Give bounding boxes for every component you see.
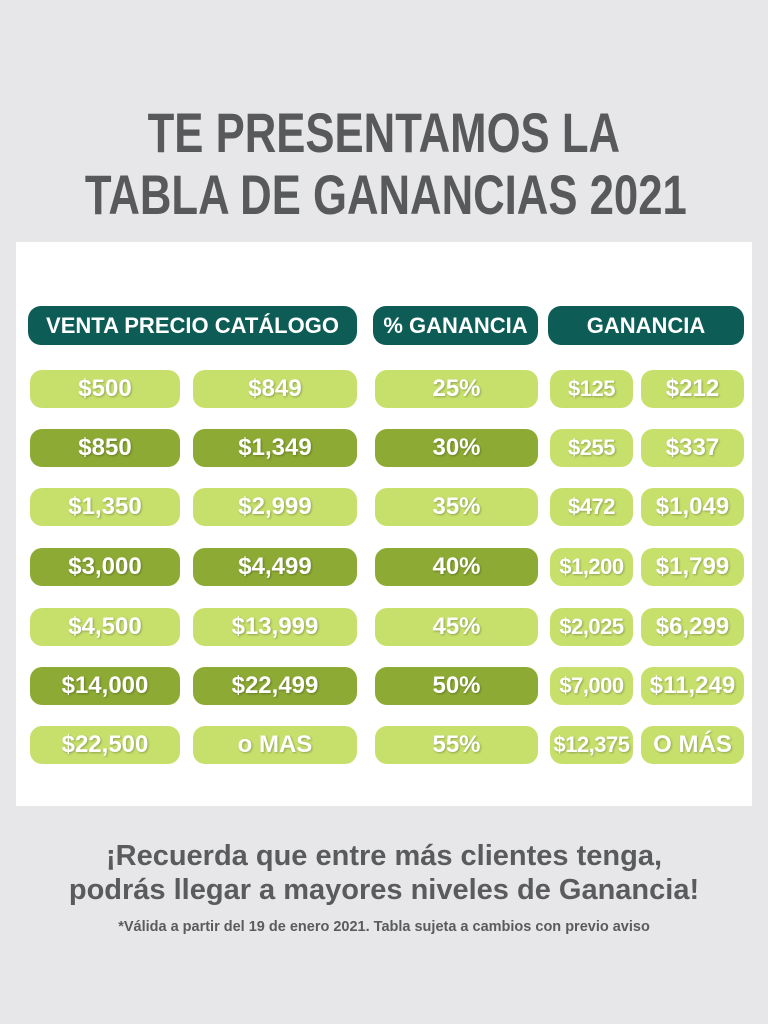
venta-hasta-cell: $4,499 <box>193 548 357 586</box>
header-porcentaje-ganancia: % GANANCIA <box>373 306 538 345</box>
porcentaje-cell: 35% <box>375 488 538 526</box>
table-row: $850 $1,349 30% $255 $337 <box>16 429 752 467</box>
venta-hasta-cell: o MAS <box>193 726 357 764</box>
venta-desde-cell: $22,500 <box>30 726 180 764</box>
ganancia-hasta-cell: $212 <box>641 370 744 408</box>
table-row: $22,500 o MAS 55% $12,375 O MÁS <box>16 726 752 764</box>
ganancia-desde-cell: $7,000 <box>550 667 633 705</box>
venta-hasta-cell: $849 <box>193 370 357 408</box>
reminder-message: ¡Recuerda que entre más clientes tenga, … <box>0 839 768 907</box>
ganancia-desde-cell: $125 <box>550 370 633 408</box>
ganancia-desde-cell: $12,375 <box>550 726 633 764</box>
porcentaje-cell: 25% <box>375 370 538 408</box>
venta-desde-cell: $3,000 <box>30 548 180 586</box>
venta-desde-cell: $1,350 <box>30 488 180 526</box>
porcentaje-cell: 45% <box>375 608 538 646</box>
porcentaje-cell: 50% <box>375 667 538 705</box>
title-line-1: TE PRESENTAMOS LA <box>147 101 621 164</box>
venta-hasta-cell: $2,999 <box>193 488 357 526</box>
porcentaje-cell: 55% <box>375 726 538 764</box>
porcentaje-cell: 30% <box>375 429 538 467</box>
venta-hasta-cell: $1,349 <box>193 429 357 467</box>
reminder-line-1: ¡Recuerda que entre más clientes tenga, <box>105 840 663 872</box>
venta-desde-cell: $4,500 <box>30 608 180 646</box>
ganancia-hasta-cell: $6,299 <box>641 608 744 646</box>
earnings-table-panel: VENTA PRECIO CATÁLOGO % GANANCIA GANANCI… <box>16 242 752 806</box>
ganancia-hasta-cell: $1,049 <box>641 488 744 526</box>
page-title: TE PRESENTAMOS LA TABLA DE GANANCIAS 202… <box>0 102 768 226</box>
table-row: $500 $849 25% $125 $212 <box>16 370 752 408</box>
table-row: $4,500 $13,999 45% $2,025 $6,299 <box>16 608 752 646</box>
venta-desde-cell: $850 <box>30 429 180 467</box>
venta-desde-cell: $14,000 <box>30 667 180 705</box>
table-row: $1,350 $2,999 35% $472 $1,049 <box>16 488 752 526</box>
ganancia-hasta-cell: $11,249 <box>641 667 744 705</box>
ganancia-hasta-cell: $337 <box>641 429 744 467</box>
disclaimer-note: *Válida a partir del 19 de enero 2021. T… <box>118 919 650 935</box>
venta-hasta-cell: $22,499 <box>193 667 357 705</box>
porcentaje-cell: 40% <box>375 548 538 586</box>
venta-hasta-cell: $13,999 <box>193 608 357 646</box>
ganancia-desde-cell: $2,025 <box>550 608 633 646</box>
header-ganancia: GANANCIA <box>548 306 744 345</box>
ganancia-hasta-cell: $1,799 <box>641 548 744 586</box>
table-row: $14,000 $22,499 50% $7,000 $11,249 <box>16 667 752 705</box>
ganancia-desde-cell: $472 <box>550 488 633 526</box>
header-venta-precio-catalogo: VENTA PRECIO CATÁLOGO <box>28 306 357 345</box>
table-row: $3,000 $4,499 40% $1,200 $1,799 <box>16 548 752 586</box>
reminder-line-2: podrás llegar a mayores niveles de Ganan… <box>68 874 700 906</box>
ganancia-desde-cell: $1,200 <box>550 548 633 586</box>
title-line-2: TABLA DE GANANCIAS 2021 <box>84 163 687 226</box>
venta-desde-cell: $500 <box>30 370 180 408</box>
ganancia-desde-cell: $255 <box>550 429 633 467</box>
ganancia-hasta-cell: O MÁS <box>641 726 744 764</box>
